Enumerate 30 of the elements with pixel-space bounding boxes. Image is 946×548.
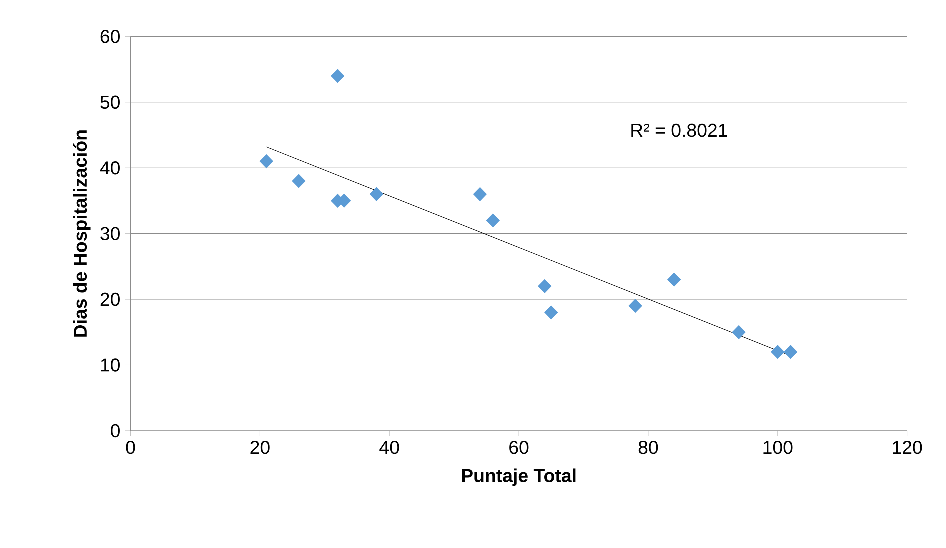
x-axis-title: Puntaje Total [462,468,576,486]
y-tick-label: 30 [100,227,120,240]
x-tick-label: 20 [250,440,270,454]
y-tick-label: 40 [100,161,120,175]
x-tick-label: 60 [510,440,529,454]
point [668,272,682,287]
point [538,279,552,294]
y-tick-label: 50 [100,96,120,109]
y-tick-label: 10 [101,358,120,372]
point [628,298,642,313]
point [544,306,558,320]
y-tick-label: 0 [111,424,120,438]
annotation: R² = 0.8021 [632,124,728,137]
x-tick-label: 120 [893,440,922,454]
point [370,187,384,202]
y-tick-label: 60 [100,30,120,44]
point [331,68,345,83]
x-tick-label: 80 [638,440,658,454]
x-tick-label: 100 [764,440,793,454]
point [260,154,274,168]
point [473,187,487,202]
y-tick-label: 20 [100,292,120,306]
point [771,344,785,359]
point [292,174,306,188]
x-tick-label: 0 [126,440,136,454]
point [732,325,746,340]
y-axis-title: Dias de Hospitalización [73,130,91,337]
point [486,214,500,228]
point [784,344,798,359]
x-tick-label: 40 [380,440,400,454]
